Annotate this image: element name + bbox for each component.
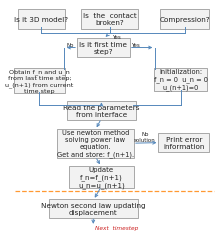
Text: Print error
information: Print error information <box>163 136 204 150</box>
Text: Next  timestep: Next timestep <box>95 225 139 230</box>
FancyBboxPatch shape <box>160 10 209 29</box>
Text: Update
f_n=f_(n+1)
u_n=u_(n+1): Update f_n=f_(n+1) u_n=u_(n+1) <box>78 166 125 188</box>
FancyBboxPatch shape <box>57 129 134 158</box>
FancyBboxPatch shape <box>77 39 130 58</box>
Text: Compression?: Compression? <box>159 17 210 23</box>
Text: Read the parameters
from interface: Read the parameters from interface <box>63 104 140 117</box>
FancyBboxPatch shape <box>18 10 65 29</box>
Text: Use newton method
solving power law
equation.
Get and store: f_(n+1).: Use newton method solving power law equa… <box>57 129 134 158</box>
FancyBboxPatch shape <box>158 134 209 152</box>
FancyBboxPatch shape <box>69 166 134 188</box>
Text: Yes: Yes <box>131 43 140 48</box>
Text: Is  the  contact
broken?: Is the contact broken? <box>83 13 136 26</box>
FancyBboxPatch shape <box>14 68 65 94</box>
FancyBboxPatch shape <box>67 102 136 120</box>
Text: Yes: Yes <box>112 35 120 40</box>
FancyBboxPatch shape <box>154 68 207 91</box>
Text: Is it 3D model?: Is it 3D model? <box>14 17 69 23</box>
Text: No
solution: No solution <box>134 131 156 142</box>
FancyBboxPatch shape <box>49 199 138 218</box>
Text: Obtain f_n and u_n
from last time step;
u_(n+1) from current
time step: Obtain f_n and u_n from last time step; … <box>5 69 74 93</box>
Text: No: No <box>67 43 74 48</box>
Text: Initialization:
f_n = 0  u_n = 0
u_(n+1)=0: Initialization: f_n = 0 u_n = 0 u_(n+1)=… <box>154 69 208 91</box>
Text: Is it first time
step?: Is it first time step? <box>79 42 127 55</box>
FancyBboxPatch shape <box>81 10 138 29</box>
Text: Newton second law updating
displacement: Newton second law updating displacement <box>41 202 146 215</box>
